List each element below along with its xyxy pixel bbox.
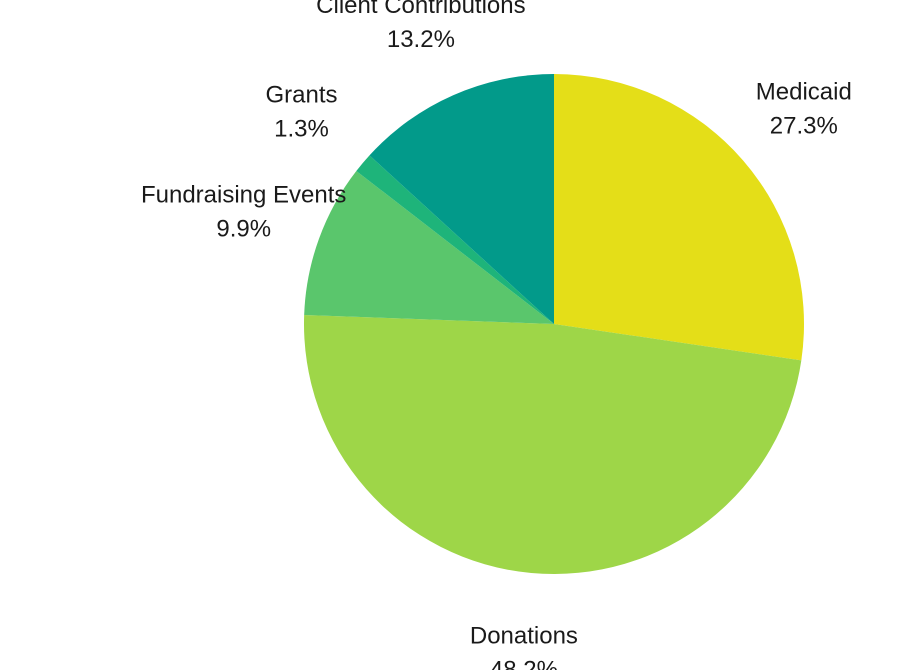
slice-label-medicaid: Medicaid [756, 78, 852, 105]
pie-slice-medicaid [554, 74, 804, 361]
pie-slice-client-contributions [369, 74, 554, 324]
slice-value-donations: 48.2% [490, 657, 558, 670]
slice-label-donations: Donations [470, 623, 578, 650]
pie-labels: Medicaid 27.3% Donations 48.2% Fundraising E… [141, 0, 852, 670]
slice-label-fundraising-events: Fundraising Events [141, 182, 346, 209]
slice-value-grants: 1.3% [274, 116, 329, 143]
slice-label-grants: Grants [265, 82, 337, 109]
pie-slice-grants [356, 155, 554, 324]
slice-label-client-contributions: Client Contributions [316, 0, 525, 19]
slice-value-medicaid: 27.3% [770, 112, 838, 139]
slice-value-fundraising-events: 9.9% [216, 216, 271, 243]
pie-slices [303, 74, 804, 575]
slice-value-client-contributions: 13.2% [387, 26, 455, 53]
pie-slice-fundraising-events [304, 170, 554, 324]
pie-slice-donations [303, 314, 802, 575]
